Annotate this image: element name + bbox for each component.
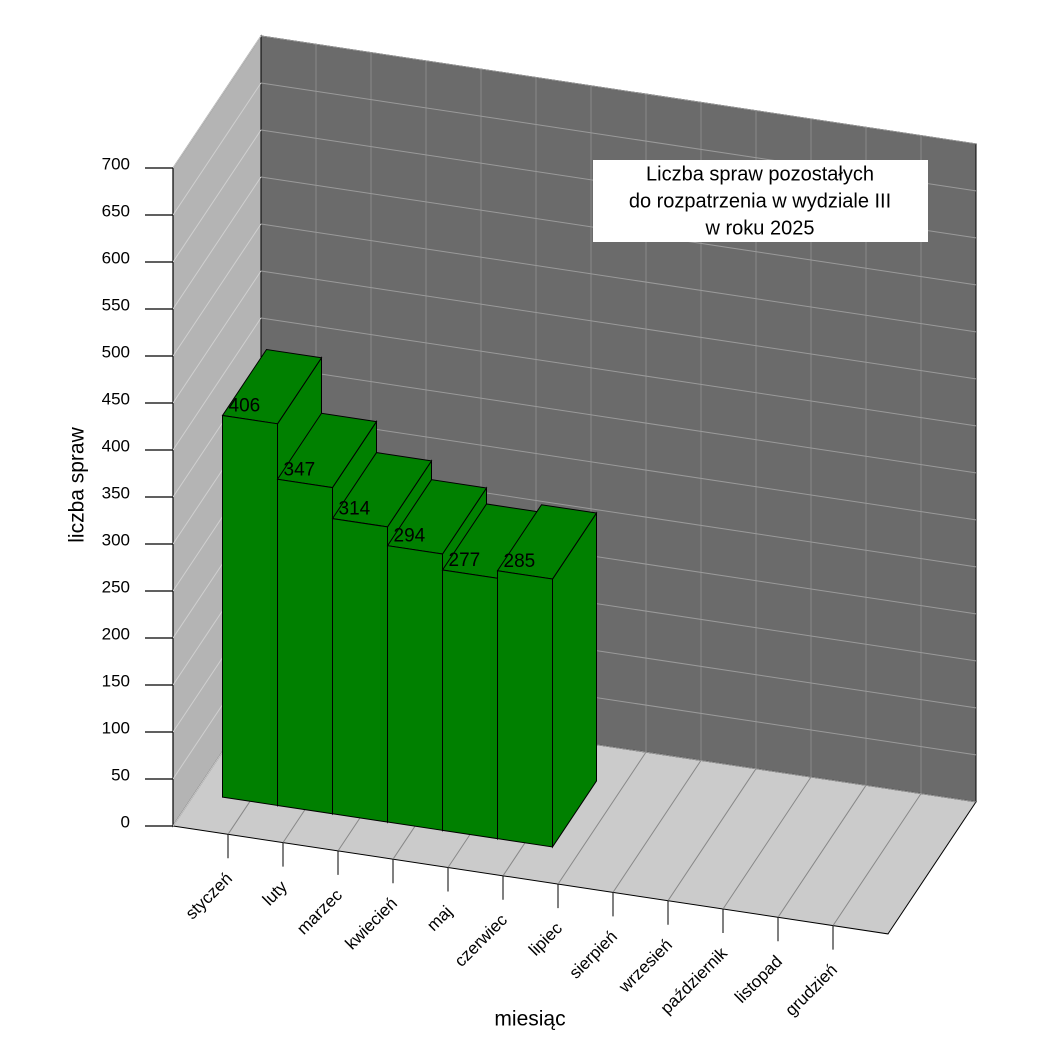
grid-line <box>260 35 977 145</box>
title-box <box>593 160 928 242</box>
y-tick-label: 100 <box>102 718 130 737</box>
chart-title: do rozpatrzenia w wydziale III <box>629 190 891 212</box>
x-tick-label: czerwiec <box>451 910 512 971</box>
bar-front <box>222 414 278 807</box>
floor-divider <box>667 768 757 901</box>
x-tick-label: styczeń <box>182 869 236 923</box>
grid-line <box>172 317 262 451</box>
bar-front <box>387 545 443 831</box>
x-tick-label: maj <box>423 902 456 935</box>
y-tick-label: 300 <box>102 530 130 549</box>
x-tick-label: sierpień <box>565 927 621 983</box>
y-tick-label: 200 <box>102 624 130 643</box>
value-label: 294 <box>394 526 426 547</box>
chart-title: Liczba spraw pozostałych <box>646 163 874 185</box>
x-tick-label: lipiec <box>525 918 566 959</box>
y-tick-label: 550 <box>102 295 130 314</box>
grid-line <box>172 35 262 169</box>
y-tick-label: 350 <box>102 483 130 502</box>
x-tick-label: grudzień <box>781 960 841 1020</box>
grid-line <box>172 223 262 357</box>
floor-divider <box>612 760 702 893</box>
y-tick-label: 400 <box>102 436 130 455</box>
grid-line <box>260 411 977 521</box>
grid-line <box>172 82 262 216</box>
y-tick-label: 150 <box>102 671 130 690</box>
x-axis-label: miesiąc <box>494 1008 565 1031</box>
floor-divider <box>722 776 812 910</box>
y-tick-label: 500 <box>102 342 130 361</box>
y-tick-label: 700 <box>102 154 130 173</box>
grid-line <box>172 129 262 263</box>
value-label: 314 <box>339 499 371 520</box>
grid-line <box>260 317 977 427</box>
floor-divider <box>557 751 647 885</box>
grid-line <box>260 270 977 380</box>
x-tick-label: wrzesień <box>614 935 676 997</box>
value-label: 347 <box>284 459 316 480</box>
chart-title: w roku 2025 <box>705 217 815 239</box>
x-tick-label: luty <box>259 877 291 909</box>
grid-line <box>172 176 262 310</box>
grid-line <box>172 270 262 404</box>
y-tick-label: 50 <box>111 765 130 784</box>
bar-front <box>277 478 333 815</box>
floor-divider <box>777 785 867 918</box>
bar-front <box>497 570 553 848</box>
y-tick-label: 450 <box>102 389 130 408</box>
value-label: 285 <box>504 551 536 572</box>
y-tick-label: 0 <box>121 812 130 831</box>
value-label: 277 <box>449 550 481 571</box>
y-axis-label: liczba spraw <box>66 426 89 542</box>
x-tick-label: listopad <box>731 952 786 1007</box>
bar-front <box>442 569 498 840</box>
bar-front <box>332 518 388 823</box>
bar: 285 <box>496 504 598 849</box>
y-tick-label: 650 <box>102 201 130 220</box>
x-tick-label: kwiecień <box>341 894 401 954</box>
floor-divider <box>832 793 922 926</box>
value-label: 406 <box>229 396 261 417</box>
grid-line <box>260 223 977 333</box>
x-tick-label: marzec <box>293 885 346 938</box>
y-tick-label: 600 <box>102 248 130 267</box>
y-tick-label: 250 <box>102 577 130 596</box>
grid-line <box>260 364 977 474</box>
